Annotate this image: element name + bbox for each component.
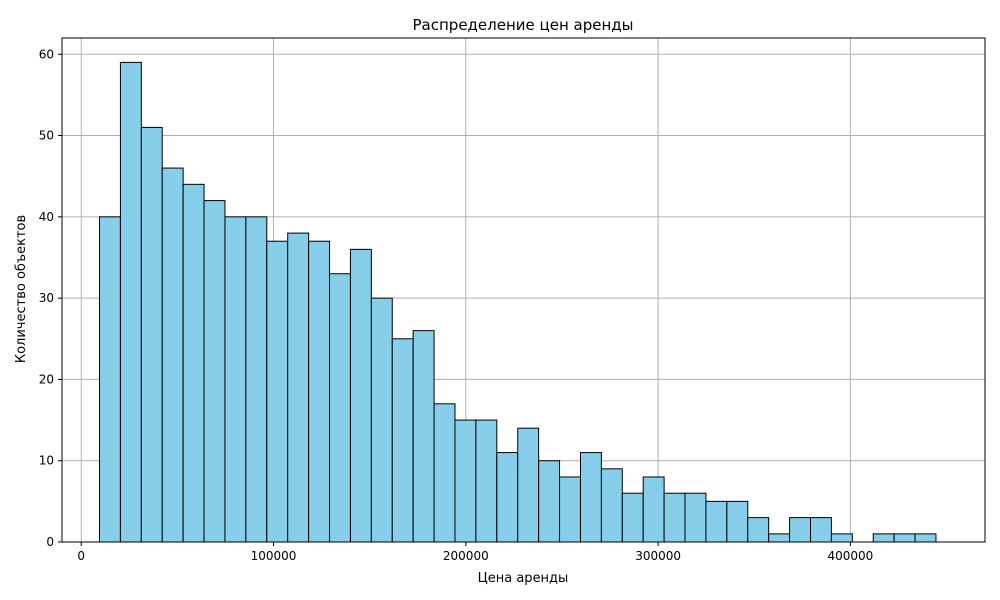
histogram-bar (161, 167, 184, 543)
x-axis-ticks: 0 100000 200000 300000 400000 (77, 542, 873, 563)
histogram-bar (684, 492, 707, 543)
histogram-bar (308, 240, 331, 543)
histogram-bar (893, 533, 916, 543)
y-tick-label: 50 (39, 129, 54, 143)
x-tick-label: 100000 (251, 549, 297, 563)
plot-frame (61, 37, 986, 543)
histogram-bar (747, 517, 770, 543)
histogram-bar (830, 533, 853, 543)
histogram-bar (370, 297, 393, 543)
histogram-bar (517, 427, 540, 543)
histogram-bar (98, 216, 121, 543)
histogram-bar (475, 419, 498, 543)
histogram-bar (726, 500, 749, 543)
histogram-bar (391, 338, 414, 543)
x-axis-label: Цена аренды (478, 571, 569, 586)
histogram-bar (789, 517, 811, 543)
histogram-bar (496, 452, 519, 543)
histogram-bar (287, 232, 310, 543)
histogram-bar (224, 216, 247, 543)
histogram-bar (329, 273, 351, 543)
x-tick-label: 200000 (443, 549, 489, 563)
y-tick-label: 10 (39, 454, 54, 468)
histogram-bar (872, 533, 895, 543)
histogram-bar (768, 533, 791, 543)
y-tick-label: 40 (39, 210, 54, 224)
y-axis-ticks: 0 10 20 30 40 50 60 (39, 47, 62, 549)
histogram-bar (412, 330, 435, 543)
x-tick-label: 300000 (635, 549, 681, 563)
histogram-bar (579, 452, 602, 543)
histogram-bar (433, 403, 456, 543)
y-tick-label: 30 (39, 291, 54, 305)
histogram-bar (559, 476, 581, 543)
histogram-bar (642, 476, 665, 543)
histogram-bar (140, 126, 163, 543)
x-tick-label: 0 (77, 549, 85, 563)
y-tick-label: 0 (46, 535, 54, 549)
histogram-bar (663, 492, 686, 543)
histogram-bar (454, 419, 477, 543)
histogram-bar (538, 460, 561, 543)
chart-title: Распределение цен аренды (413, 16, 634, 34)
histogram-bar (705, 500, 728, 543)
histogram-bar (245, 216, 268, 543)
histogram-bar (809, 517, 832, 543)
histogram-bar (621, 492, 644, 543)
x-tick-label: 400000 (827, 549, 873, 563)
histogram-bar (182, 183, 205, 543)
histogram-bar (914, 533, 937, 543)
histogram-bar (266, 240, 289, 543)
bars (98, 61, 937, 543)
y-axis-label: Количество объектов (14, 215, 29, 363)
y-tick-label: 20 (39, 372, 54, 386)
histogram-bar (119, 61, 142, 543)
y-tick-label: 60 (39, 47, 54, 61)
histogram-bar (349, 248, 372, 543)
histogram-bar (203, 200, 226, 543)
histogram-bar (600, 468, 623, 543)
